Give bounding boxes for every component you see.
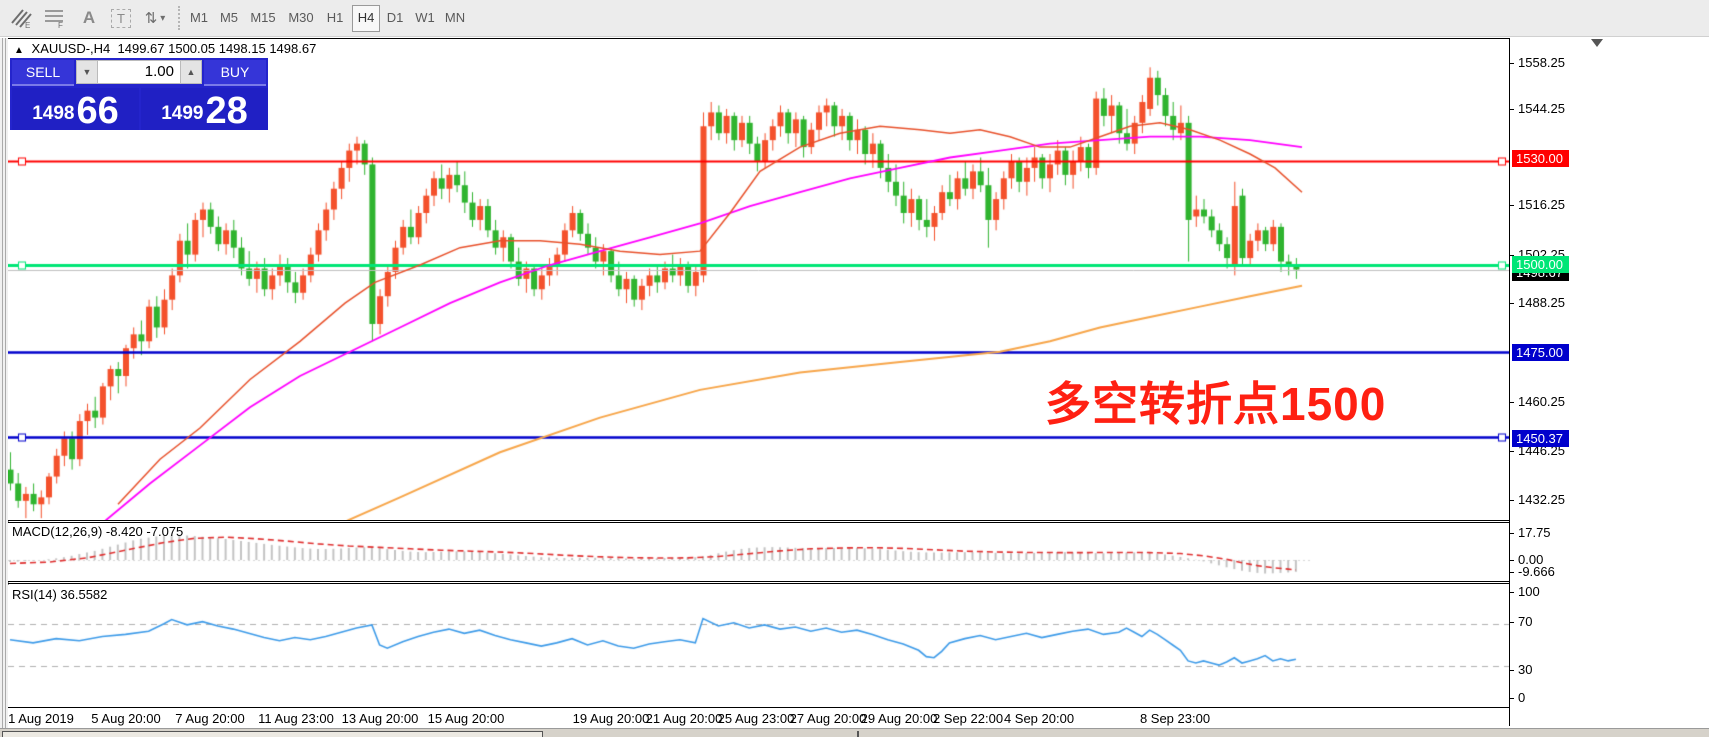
timeframe-button-mn[interactable]: MN xyxy=(444,10,466,25)
text-box-icon[interactable]: T xyxy=(106,4,136,32)
date-label: 2 Sep 22:00 xyxy=(932,711,1004,726)
rsi-label: RSI(14) 36.5582 xyxy=(12,587,108,602)
axis-tick xyxy=(1510,63,1514,64)
macd-separator-a[interactable] xyxy=(8,520,1509,521)
sell-button[interactable]: SELL xyxy=(12,60,74,86)
rsi-canvas[interactable] xyxy=(8,585,1509,707)
rsi-separator-a[interactable] xyxy=(8,581,1509,582)
date-label: 8 Sep 23:00 xyxy=(1139,711,1211,726)
axis-tick xyxy=(1510,402,1514,403)
collapse-triangle-icon[interactable]: ▲ xyxy=(14,45,24,56)
axis-label: 30 xyxy=(1518,662,1533,677)
dropdown-caret-icon[interactable]: ▾ xyxy=(160,12,166,24)
axis-tick xyxy=(1510,698,1514,699)
chart-shift-marker-icon[interactable] xyxy=(1591,39,1603,47)
timeframe-button-m15[interactable]: M15 xyxy=(250,10,276,25)
date-label: 1 Aug 2019 xyxy=(8,711,74,726)
timeframe-button-d1[interactable]: D1 xyxy=(386,10,404,25)
volume-up-button[interactable]: ▲ xyxy=(180,60,202,84)
volume-box: ▼ 1.00 ▲ xyxy=(76,60,202,84)
date-label: 4 Sep 20:00 xyxy=(1003,711,1075,726)
arrows-icon[interactable]: ⇅ ▾ xyxy=(144,10,166,27)
axis-label: 1450.37 xyxy=(1512,430,1569,447)
buy-price-big: 28 xyxy=(205,90,248,132)
svg-text:F: F xyxy=(58,21,63,29)
date-label: 13 Aug 20:00 xyxy=(341,711,419,726)
timeframe-button-m30[interactable]: M30 xyxy=(288,10,314,25)
date-label: 25 Aug 23:00 xyxy=(717,711,795,726)
axis-label: 0 xyxy=(1518,690,1526,705)
symbol-header: ▲ XAUUSD-,H4 1499.67 1500.05 1498.15 149… xyxy=(14,41,316,56)
buy-button[interactable]: BUY xyxy=(204,60,266,86)
date-label: 21 Aug 20:00 xyxy=(645,711,723,726)
date-label: 27 Aug 20:00 xyxy=(789,711,867,726)
toolbar: E F A T ⇅ ▾ M1 M5 M15 M30 H1 H4 D1 W1 MN xyxy=(0,0,1709,37)
chart-text-annotation[interactable]: 多空转折点1500 xyxy=(1045,378,1387,430)
axis-label: 0.00 xyxy=(1518,552,1544,567)
timeframe-button-w1[interactable]: W1 xyxy=(415,10,435,25)
volume-down-button[interactable]: ▼ xyxy=(76,60,98,84)
cutoff-panel xyxy=(2,731,543,737)
toolbar-grip[interactable] xyxy=(178,6,185,30)
axis-tick xyxy=(1510,670,1514,671)
axis-label: 100 xyxy=(1518,584,1540,599)
date-label: 19 Aug 20:00 xyxy=(572,711,650,726)
sell-price[interactable]: 1498 66 xyxy=(12,88,139,130)
date-label: 15 Aug 20:00 xyxy=(427,711,505,726)
timeframe-button-m5[interactable]: M5 xyxy=(219,10,239,25)
axis-label: 1488.25 xyxy=(1518,295,1565,310)
axis-tick xyxy=(1510,109,1514,110)
axis-tick xyxy=(1510,572,1514,573)
axis-label: 1475.00 xyxy=(1512,344,1569,361)
axis-label: 1530.00 xyxy=(1512,150,1569,167)
bottom-window-strip xyxy=(0,728,1709,737)
buy-price-small: 1499 xyxy=(161,103,204,124)
macd-separator-b xyxy=(8,522,1509,523)
axis-label: 70 xyxy=(1518,614,1533,629)
timeframe-button-h1[interactable]: H1 xyxy=(326,10,344,25)
date-label: 11 Aug 23:00 xyxy=(258,711,334,726)
macd-canvas[interactable] xyxy=(8,523,1509,581)
axis-label: 17.75 xyxy=(1518,525,1551,540)
buy-price[interactable]: 1499 28 xyxy=(141,88,268,130)
axis-label: 1558.25 xyxy=(1518,55,1565,70)
axis-tick xyxy=(1510,533,1514,534)
axis-tick xyxy=(1510,255,1514,256)
cutoff-panel xyxy=(857,731,859,737)
sell-price-big: 66 xyxy=(76,90,119,132)
axis-label: 1500.00 xyxy=(1512,256,1569,273)
symbol-ohlc: 1499.67 1500.05 1498.15 1498.67 xyxy=(117,41,317,56)
axis-label: 1516.25 xyxy=(1518,197,1565,212)
draw-expert-icon[interactable]: E xyxy=(6,4,36,32)
svg-text:E: E xyxy=(25,21,30,29)
axis-label: -9.666 xyxy=(1518,564,1555,579)
date-label: 5 Aug 20:00 xyxy=(91,711,161,726)
axis-label: 1544.25 xyxy=(1518,101,1565,116)
macd-label: MACD(12,26,9) -8.420 -7.075 xyxy=(12,524,184,539)
axis-tick xyxy=(1510,303,1514,304)
rsi-separator-b xyxy=(8,583,1509,584)
volume-input[interactable]: 1.00 xyxy=(98,60,180,84)
axis-tick xyxy=(1510,560,1514,561)
axis-tick xyxy=(1510,592,1514,593)
axis-tick xyxy=(1510,622,1514,623)
axis-tick xyxy=(1510,500,1514,501)
axis-tick xyxy=(1510,451,1514,452)
timeframe-button-h4[interactable]: H4 xyxy=(352,5,380,32)
date-label: 7 Aug 20:00 xyxy=(175,711,245,726)
axis-tick xyxy=(1510,205,1514,206)
sell-price-small: 1498 xyxy=(32,103,75,124)
price-axis[interactable]: 1558.25 1544.25 1516.25 1502.25 1488.25 1460.… xyxy=(1509,38,1709,726)
symbol-name: XAUUSD-,H4 xyxy=(31,41,111,56)
grid-f-icon[interactable]: F xyxy=(40,4,70,32)
axis-label: 1432.25 xyxy=(1518,492,1565,507)
timeframe-button-m1[interactable]: M1 xyxy=(189,10,209,25)
date-label: 29 Aug 20:00 xyxy=(860,711,938,726)
letter-a-icon[interactable]: A xyxy=(82,8,96,27)
one-click-trading-panel: SELL ▼ 1.00 ▲ BUY 1498 66 1499 28 xyxy=(10,58,268,130)
chart-top-border xyxy=(8,38,1509,39)
date-axis[interactable]: 1 Aug 2019 5 Aug 20:00 7 Aug 20:00 11 Aug 2… xyxy=(8,707,1509,728)
axis-label: 1460.25 xyxy=(1518,394,1565,409)
